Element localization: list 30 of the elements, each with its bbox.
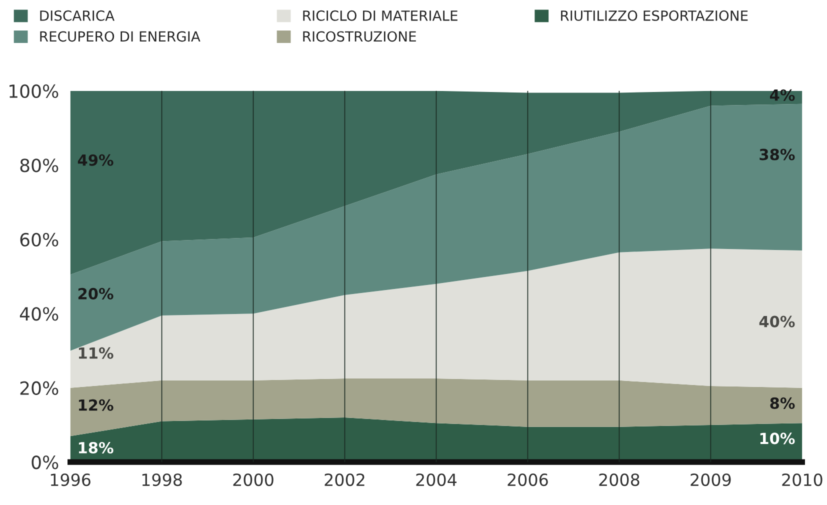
annotation: 49% (78, 154, 114, 166)
y-tick-label: 20% (20, 381, 58, 395)
legend-label: DISCARICA (40, 10, 114, 21)
y-tick-label: 80% (20, 158, 58, 172)
y-tick-label: 40% (20, 307, 58, 321)
x-tick-label: 2004 (416, 473, 457, 486)
annotation: 10% (760, 432, 795, 444)
annotation: 8% (770, 397, 795, 409)
annotation: 12% (78, 399, 114, 411)
annotation: 20% (78, 288, 114, 300)
y-tick-label: 60% (20, 232, 58, 246)
annotation: 4% (770, 89, 795, 101)
x-tick-label: 2010 (782, 473, 822, 486)
x-tick-label: 1998 (142, 473, 182, 486)
legend-label: RICICLO DI MATERIALE (303, 10, 458, 21)
y-tick-label: 100% (10, 84, 58, 98)
annotation: 40% (759, 316, 795, 328)
annotation: 11% (78, 347, 114, 359)
x-tick-label: 2000 (233, 473, 274, 486)
x-tick-label: 1996 (50, 473, 90, 486)
annotation: 18% (78, 442, 114, 454)
x-tick-label: 2009 (690, 473, 731, 486)
x-tick-label: 2002 (324, 473, 364, 486)
legend-label: RECUPERO DI ENERGIA (40, 31, 200, 42)
legend-label: RICOSTRUZIONE (303, 31, 416, 42)
y-tick-label: 0% (32, 456, 58, 470)
annotation: 38% (760, 148, 795, 160)
legend-label: RIUTILIZZO ESPORTAZIONE (561, 10, 748, 21)
x-tick-label: 2008 (599, 473, 640, 486)
x-tick-label: 2006 (508, 473, 548, 486)
